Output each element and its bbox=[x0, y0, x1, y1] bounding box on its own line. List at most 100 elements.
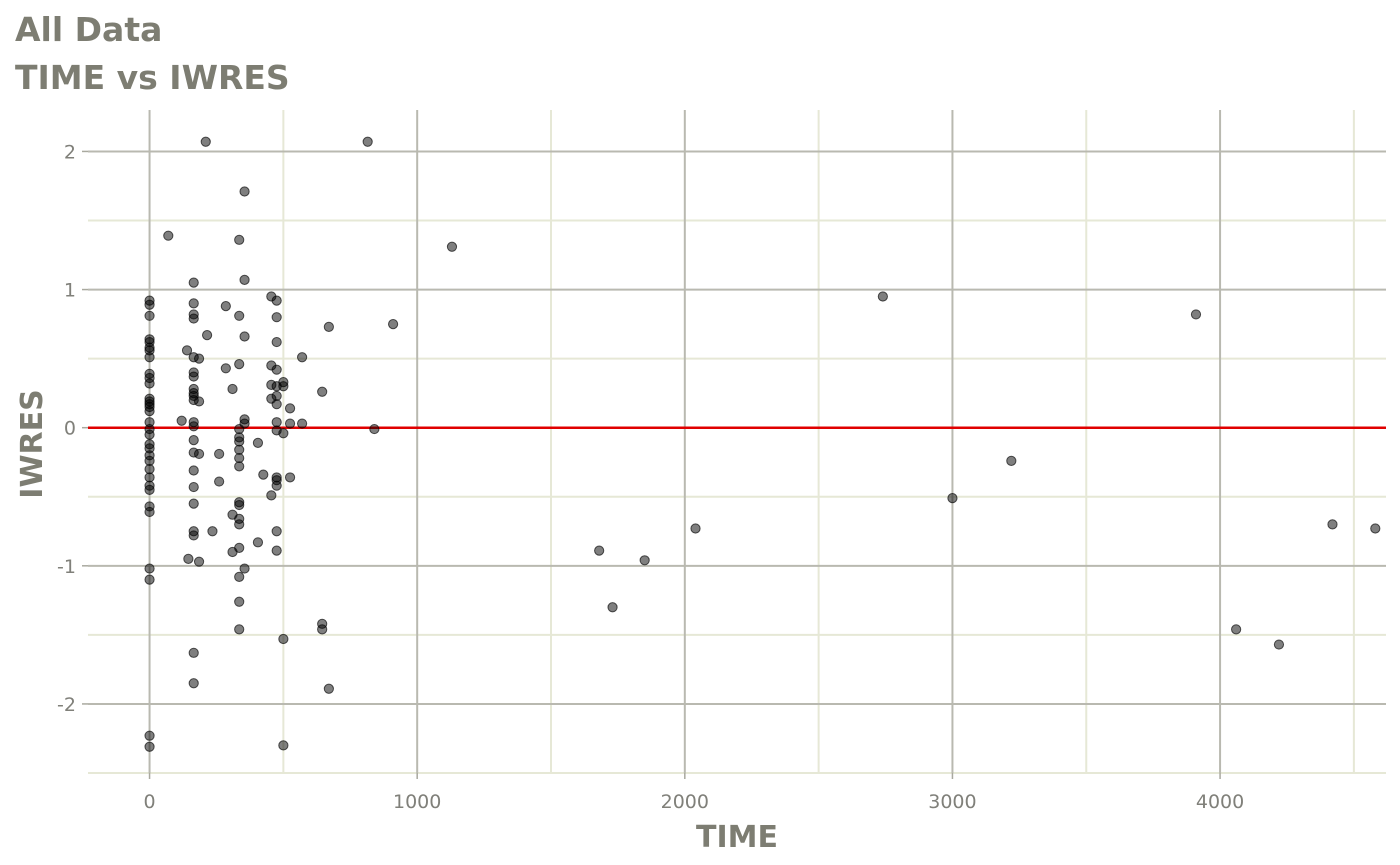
data-point bbox=[234, 624, 245, 635]
data-point bbox=[1006, 455, 1017, 466]
data-point bbox=[188, 498, 199, 509]
data-point bbox=[144, 310, 155, 321]
data-point bbox=[188, 647, 199, 658]
x-axis-title: TIME bbox=[696, 820, 778, 855]
data-point bbox=[271, 545, 282, 556]
data-point bbox=[317, 386, 328, 397]
data-point bbox=[163, 230, 174, 241]
data-point bbox=[266, 490, 277, 501]
x-tick-label: 1000 bbox=[393, 791, 441, 813]
data-point bbox=[387, 318, 399, 330]
data-point bbox=[181, 345, 193, 356]
data-point bbox=[234, 571, 245, 582]
data-point bbox=[234, 542, 245, 553]
data-point bbox=[271, 312, 282, 323]
data-point bbox=[369, 423, 380, 435]
data-point bbox=[271, 399, 282, 410]
y-axis-title: IWRES bbox=[15, 389, 50, 498]
data-point bbox=[362, 136, 373, 147]
y-tick-labels: -2 -1 0 1 2 bbox=[57, 141, 76, 716]
data-point bbox=[188, 435, 199, 446]
data-point bbox=[188, 298, 199, 309]
data-point bbox=[234, 359, 245, 370]
data-point bbox=[144, 378, 155, 389]
data-point bbox=[607, 602, 618, 613]
data-point bbox=[188, 465, 199, 476]
data-point bbox=[1273, 639, 1285, 650]
y-tick-label: -2 bbox=[57, 694, 76, 716]
axis-ticks bbox=[82, 150, 1221, 779]
data-point bbox=[639, 555, 650, 566]
data-point bbox=[1190, 309, 1202, 320]
data-point bbox=[317, 624, 328, 635]
chart-subtitle: TIME vs IWRES bbox=[15, 58, 290, 97]
data-point bbox=[271, 526, 282, 537]
data-point bbox=[144, 299, 155, 310]
data-point bbox=[188, 313, 199, 324]
y-tick-label: 0 bbox=[64, 418, 76, 440]
data-point bbox=[239, 186, 250, 197]
data-point bbox=[183, 553, 194, 565]
data-point bbox=[297, 352, 308, 363]
data-point bbox=[1231, 624, 1242, 635]
data-point bbox=[234, 234, 245, 245]
x-tick-label: 4000 bbox=[1196, 791, 1244, 813]
data-point bbox=[234, 596, 245, 607]
data-point bbox=[252, 537, 264, 548]
data-point bbox=[271, 295, 282, 306]
y-tick-label: -1 bbox=[57, 556, 76, 578]
data-point bbox=[220, 301, 231, 312]
data-point bbox=[297, 418, 308, 429]
data-point bbox=[278, 740, 289, 751]
data-point bbox=[144, 730, 155, 741]
data-point bbox=[144, 506, 155, 518]
data-point bbox=[188, 481, 199, 493]
data-point bbox=[188, 678, 199, 689]
data-point bbox=[144, 563, 155, 574]
data-point bbox=[594, 545, 605, 556]
data-point bbox=[284, 472, 296, 483]
data-point bbox=[271, 480, 282, 491]
data-point bbox=[144, 484, 155, 495]
data-points bbox=[144, 136, 1381, 752]
data-point bbox=[234, 310, 245, 321]
data-point bbox=[188, 421, 199, 432]
data-point bbox=[214, 448, 225, 460]
data-point bbox=[947, 493, 958, 504]
data-point bbox=[234, 519, 245, 530]
data-point bbox=[176, 415, 187, 426]
data-point bbox=[193, 556, 205, 567]
data-point bbox=[271, 336, 282, 348]
data-point bbox=[193, 448, 205, 460]
x-tick-label: 3000 bbox=[928, 791, 976, 813]
minor-gridlines bbox=[88, 110, 1386, 774]
data-point bbox=[214, 476, 225, 487]
data-point bbox=[193, 396, 205, 407]
x-tick-labels: 0 1000 2000 3000 4000 bbox=[144, 791, 1245, 813]
data-point bbox=[278, 428, 289, 439]
data-point bbox=[227, 383, 238, 395]
x-tick-label: 2000 bbox=[661, 791, 709, 813]
data-point bbox=[278, 381, 289, 392]
data-point bbox=[1370, 523, 1381, 534]
data-point bbox=[239, 331, 250, 342]
data-point bbox=[239, 418, 250, 429]
data-point bbox=[284, 418, 296, 429]
data-point bbox=[188, 371, 199, 382]
data-point bbox=[323, 321, 334, 332]
data-point bbox=[193, 353, 205, 364]
data-point bbox=[144, 741, 155, 752]
x-tick-label: 0 bbox=[144, 791, 156, 813]
y-tick-label: 1 bbox=[64, 280, 76, 302]
data-point bbox=[234, 461, 245, 472]
data-point bbox=[188, 277, 199, 288]
data-point bbox=[271, 364, 282, 375]
data-point bbox=[258, 469, 269, 480]
y-tick-label: 2 bbox=[64, 141, 76, 163]
data-point bbox=[323, 683, 334, 694]
data-point bbox=[207, 526, 218, 537]
data-point bbox=[239, 563, 250, 574]
data-point bbox=[284, 403, 296, 414]
data-point bbox=[144, 406, 155, 417]
